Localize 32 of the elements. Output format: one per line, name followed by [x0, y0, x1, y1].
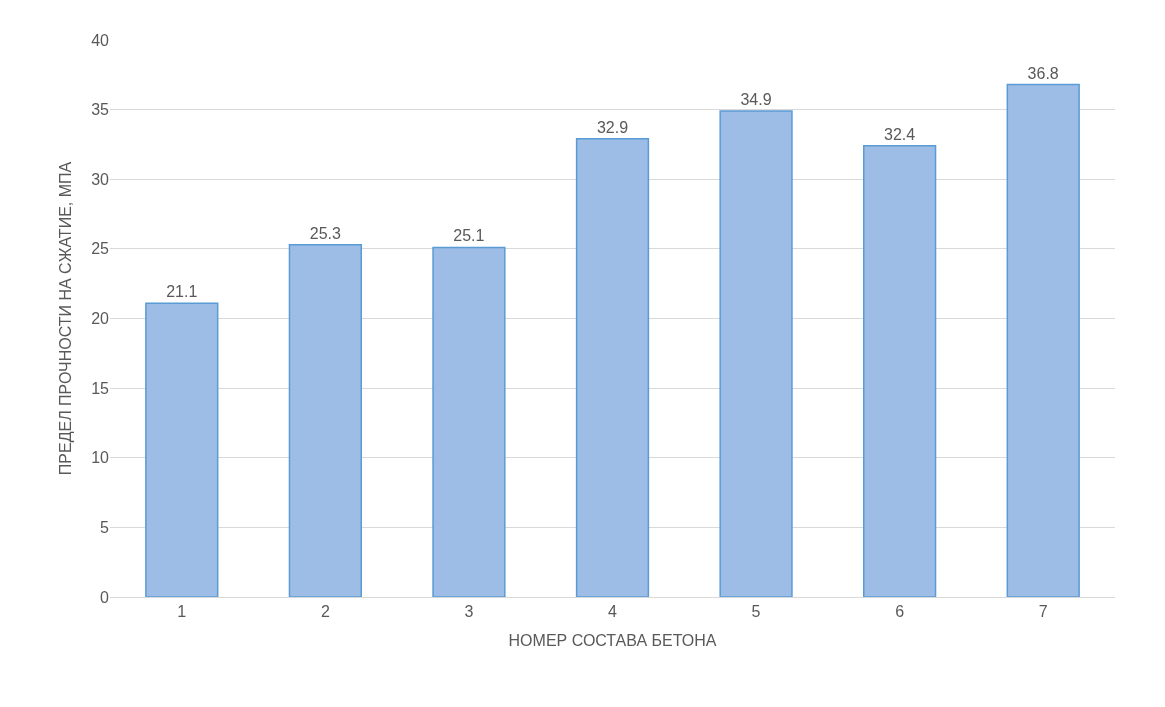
- y-tick-label: 30: [91, 170, 110, 188]
- bar: [145, 302, 219, 597]
- data-label: 25.1: [453, 227, 485, 245]
- x-tick-label: 1: [177, 603, 187, 621]
- y-tick-label: 5: [100, 518, 110, 536]
- y-axis-title: ПРЕДЕЛ ПРОЧНОСТИ НА СЖАТИЕ, МПА: [57, 161, 75, 476]
- data-label: 32.4: [884, 125, 916, 143]
- data-label: 21.1: [166, 283, 198, 301]
- x-tick-label: 3: [464, 603, 474, 621]
- y-tick-label: 40: [91, 31, 110, 49]
- y-tick-label: 35: [91, 101, 110, 119]
- bar: [432, 246, 506, 597]
- x-tick-label: 2: [320, 603, 330, 621]
- y-tick-label: 25: [91, 240, 110, 258]
- bar: [719, 110, 793, 597]
- bar: [288, 243, 362, 597]
- data-label: 25.3: [309, 224, 341, 242]
- y-tick-label: 15: [91, 379, 110, 397]
- bar: [863, 145, 937, 597]
- data-label: 32.9: [596, 118, 629, 136]
- x-tick-label: 5: [751, 603, 761, 621]
- y-tick-label: 0: [100, 588, 110, 606]
- x-tick-label: 7: [1038, 603, 1048, 621]
- y-tick-label: 10: [91, 449, 110, 467]
- x-axis-title: НОМЕР СОСТАВА БЕТОНА: [508, 631, 717, 649]
- bar: [575, 138, 650, 597]
- y-tick-label: 20: [91, 310, 110, 328]
- x-tick-label: 4: [608, 603, 618, 621]
- data-label: 34.9: [740, 91, 772, 109]
- x-tick-label: 6: [895, 603, 905, 621]
- data-label: 36.8: [1027, 64, 1059, 82]
- bar: [1006, 83, 1080, 597]
